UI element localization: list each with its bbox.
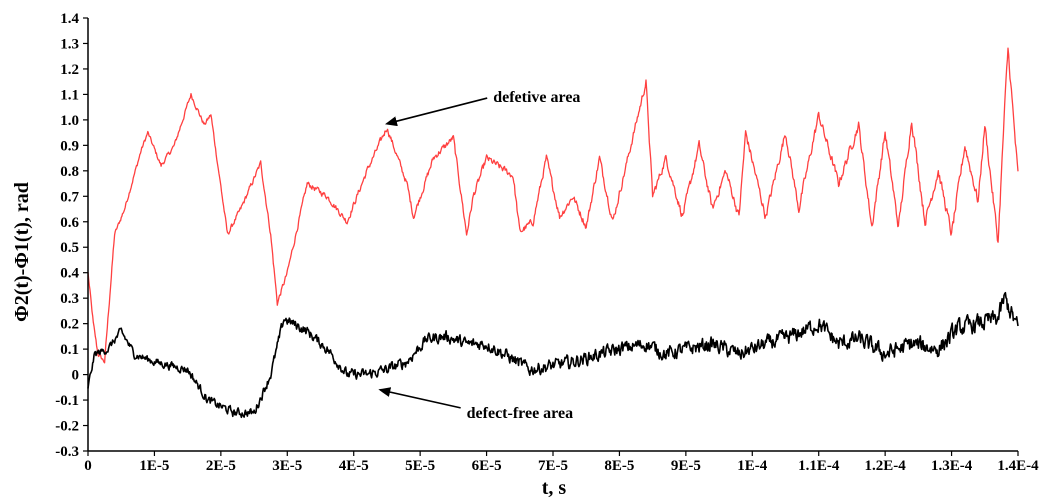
y-tick-label: 1.3: [60, 36, 79, 52]
x-tick-label: 8E-5: [604, 458, 634, 474]
y-tick-label: 1.0: [60, 113, 79, 129]
x-tick-label: 1.2E-4: [865, 458, 907, 474]
y-tick-label: -0.1: [55, 393, 79, 409]
x-tick-label: 4E-5: [339, 458, 369, 474]
y-tick-label: 0.4: [60, 266, 79, 282]
y-tick-label: 0.8: [60, 164, 79, 180]
x-tick-label: 1.4E-4: [997, 458, 1039, 474]
annotation-arrow: [378, 387, 461, 409]
series-line-red: [87, 47, 1019, 364]
annotation-arrow: [384, 97, 488, 127]
y-tick-label: 0.7: [60, 189, 79, 205]
x-tick-labels: 0 1E-5 2E-5 3E-5 4E-5 5E-5 6E-5 7E-5 8E-5 9E-5 1E-…: [84, 458, 1039, 474]
y-tick-label: -0.2: [55, 419, 79, 435]
x-tick-label: 9E-5: [671, 458, 701, 474]
x-tick-label: 0: [84, 458, 92, 474]
x-tick-label: 3E-5: [272, 458, 302, 474]
y-tick-labels: -0.3 -0.2 -0.1 0 0.1 0.2 0.3 0.4 0.5 0.6 0.7 0.8 0.9…: [55, 11, 79, 460]
y-tick-label: 0.9: [60, 138, 79, 154]
y-tick-label: 0.1: [60, 342, 79, 358]
x-axis-title: t, s: [542, 477, 567, 499]
y-axis-title: Φ2(t)-Φ1(t), rad: [11, 182, 33, 322]
y-tick-label: 0.5: [60, 240, 79, 256]
y-tick-label: 1.1: [60, 87, 79, 103]
annotation-defect-free-area: defect-free area: [467, 405, 573, 422]
x-tick-label: 1E-4: [737, 458, 768, 474]
annotation-defective-area: defetive area: [493, 89, 580, 106]
axes: [83, 17, 1019, 456]
x-tick-label: 1.1E-4: [798, 458, 840, 474]
series-layer: [87, 47, 1019, 419]
x-tick-label: 2E-5: [206, 458, 236, 474]
x-tick-label: 7E-5: [538, 458, 568, 474]
y-tick-label: -0.3: [55, 444, 79, 460]
y-tick-label: 0.2: [60, 317, 79, 333]
y-tick-label: 1.2: [60, 62, 79, 78]
y-tick-label: 0.6: [60, 215, 79, 231]
x-tick-label: 5E-5: [405, 458, 435, 474]
x-tick-label: 1.3E-4: [931, 458, 973, 474]
annotations: defetive area defect-free area: [378, 89, 580, 422]
y-tick-label: 0.3: [60, 291, 79, 307]
y-tick-label: 0: [72, 368, 80, 384]
y-tick-label: 1.4: [60, 11, 79, 27]
series-line-black: [87, 291, 1019, 419]
x-tick-label: 1E-5: [139, 458, 169, 474]
x-tick-label: 6E-5: [472, 458, 502, 474]
